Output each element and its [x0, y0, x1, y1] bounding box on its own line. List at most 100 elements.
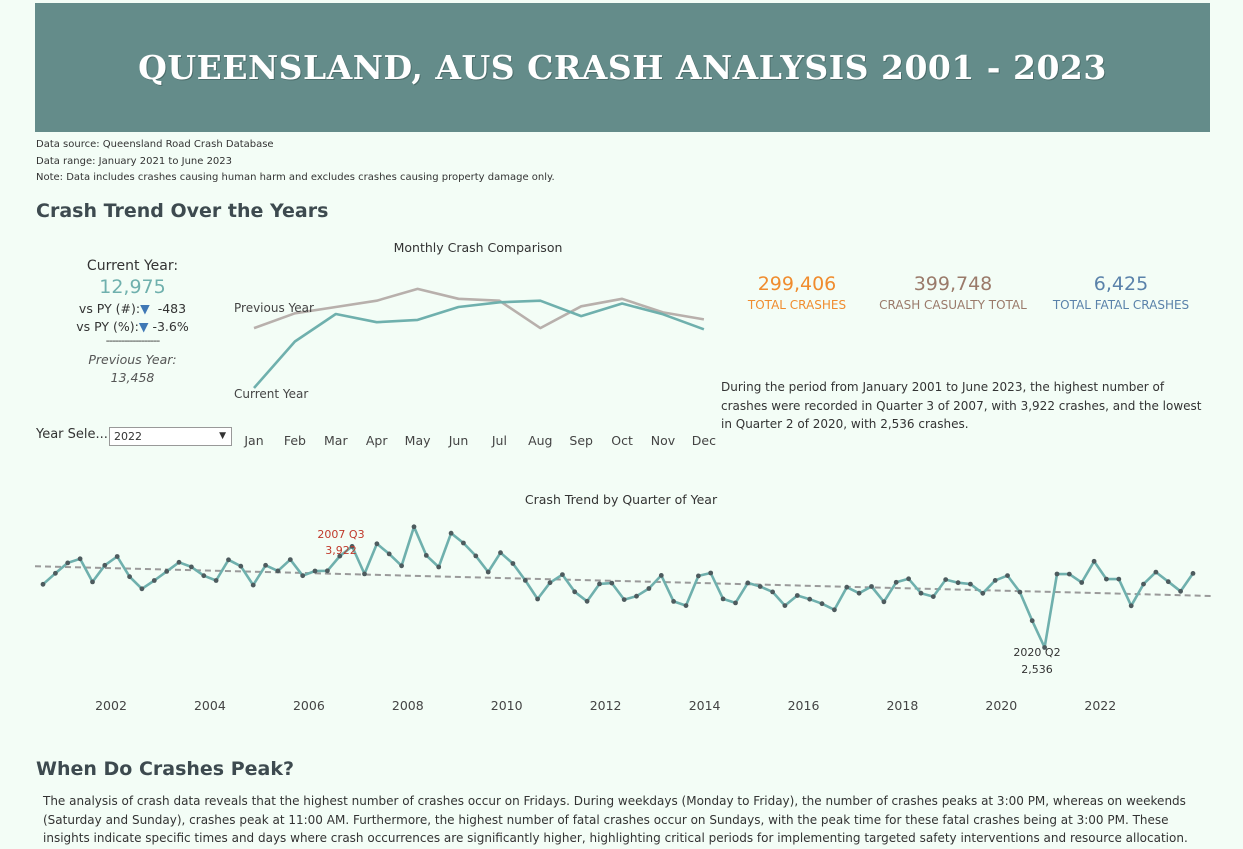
quarter-data-point — [522, 578, 528, 583]
month-tick-label: Jan — [243, 433, 263, 448]
quarter-data-point — [263, 562, 268, 568]
quarter-data-point — [1029, 618, 1035, 624]
kpi-divider: ------------------ — [105, 334, 160, 347]
quarter-data-point — [671, 599, 676, 604]
max-annotation-label: 2007 Q3 — [317, 528, 364, 541]
quarter-data-point — [127, 574, 132, 580]
quarter-data-point — [757, 584, 763, 589]
current-year-kpi: Current Year: 12,975 vs PY (#):▼ -483 vs… — [60, 258, 205, 385]
month-tick-label: Oct — [611, 433, 633, 448]
quarter-data-point — [844, 584, 850, 590]
year-tick-label: 2008 — [392, 698, 424, 713]
quarter-data-point — [572, 589, 578, 595]
trend-line — [34, 565, 1213, 597]
quarter-data-point — [1054, 571, 1060, 577]
kpi-casualty-total-label: CRASH CASUALTY TOTAL — [879, 298, 1027, 312]
month-tick-label: Aug — [528, 433, 552, 448]
chevron-down-icon[interactable]: ▼ — [219, 431, 226, 441]
quarterly-chart-title: Crash Trend by Quarter of Year — [524, 492, 718, 507]
vs-py-percent-row: vs PY (%):▼ -3.6% — [60, 319, 205, 334]
quarter-data-point — [1104, 576, 1109, 582]
quarter-data-point — [411, 524, 417, 530]
quarter-data-point — [683, 603, 689, 608]
quarter-data-point — [943, 577, 949, 582]
kpi-fatal-crashes-value: 6,425 — [1093, 273, 1149, 295]
quarter-data-point — [226, 557, 231, 563]
quarter-data-point — [386, 551, 392, 557]
quarter-data-point — [201, 573, 207, 579]
previous-year-label: Previous Year: — [88, 352, 177, 367]
quarter-data-point — [980, 590, 986, 596]
year-tick-label: 2004 — [194, 698, 226, 713]
year-selector-value: 2022 — [114, 430, 142, 443]
quarter-data-point — [1178, 588, 1183, 594]
current-year-line — [253, 299, 705, 389]
kpi-total-crashes-value: 299,406 — [757, 273, 837, 295]
month-tick-label: Sep — [569, 433, 593, 448]
monthly-chart-title: Monthly Crash Comparison — [393, 240, 563, 255]
quarter-data-point — [597, 581, 602, 587]
year-tick-label: 2020 — [985, 698, 1017, 713]
quarter-data-point — [918, 590, 924, 596]
quarter-data-point — [1005, 573, 1010, 578]
quarter-data-point — [1141, 581, 1146, 587]
quarter-data-point — [77, 556, 83, 562]
kpi-total-crashes-label: TOTAL CRASHES — [747, 298, 847, 312]
quarter-data-point — [151, 578, 157, 583]
min-annotation-label: 2020 Q2 — [1013, 646, 1060, 659]
quarter-data-point — [584, 598, 590, 604]
quarter-data-point — [1017, 589, 1023, 595]
quarter-data-point — [968, 581, 973, 587]
min-annotation-value: 2,536 — [1021, 663, 1053, 676]
month-tick-label: May — [405, 433, 431, 448]
quarter-data-point — [745, 580, 751, 586]
quarter-data-point — [65, 560, 71, 566]
down-triangle-icon: ▼ — [140, 301, 150, 316]
year-tick-label: 2016 — [788, 698, 820, 713]
quarter-data-point — [547, 580, 553, 586]
quarter-data-point — [560, 572, 565, 577]
quarter-data-point — [189, 564, 194, 570]
month-tick-label: Jun — [448, 433, 469, 448]
quarter-data-point — [609, 580, 615, 586]
quarter-data-point — [102, 562, 108, 568]
month-tick-label: Jul — [491, 433, 507, 448]
data-range-note: Data range: January 2021 to June 2023 — [36, 155, 233, 167]
quarter-data-point — [696, 573, 701, 579]
quarter-data-point — [720, 596, 726, 602]
quarter-data-point — [906, 576, 911, 582]
quarter-data-point — [634, 593, 639, 599]
quarter-data-point — [832, 607, 837, 613]
kpi-fatal-crashes: 6,425 TOTAL FATAL CRASHES — [1051, 273, 1191, 312]
quarter-data-point — [399, 563, 404, 569]
max-annotation-value: 3,922 — [325, 544, 357, 557]
quarter-data-point — [176, 559, 182, 565]
quarter-data-point — [819, 601, 825, 607]
quarter-data-point — [213, 578, 219, 583]
quarter-data-point — [498, 550, 503, 556]
quarter-data-point — [794, 593, 800, 598]
quarter-data-point — [40, 581, 46, 587]
quarter-data-point — [423, 553, 429, 558]
quarter-data-point — [930, 594, 936, 599]
quarter-data-point — [992, 578, 998, 583]
quarter-data-point — [250, 582, 256, 588]
year-selector-dropdown[interactable]: 2022 ▼ — [109, 427, 232, 446]
section-title-crash-peak: When Do Crashes Peak? — [36, 758, 295, 780]
quarter-data-point — [90, 579, 95, 585]
quarter-data-point — [473, 553, 479, 559]
year-tick-label: 2006 — [293, 698, 325, 713]
current-year-value: 12,975 — [99, 276, 166, 298]
year-tick-label: 2018 — [886, 698, 918, 713]
quarter-data-point — [337, 553, 343, 559]
quarter-data-point — [436, 564, 442, 570]
quarter-data-point — [448, 530, 454, 536]
previous-year-value: 13,458 — [110, 370, 155, 385]
quarter-data-point — [881, 599, 887, 605]
quarter-data-point — [770, 589, 775, 595]
kpi-casualty-total-value: 399,748 — [913, 273, 993, 295]
quarter-data-point — [510, 561, 516, 566]
quarter-data-point — [1190, 571, 1196, 576]
quarter-data-point — [1091, 558, 1097, 564]
year-tick-label: 2014 — [689, 698, 721, 713]
